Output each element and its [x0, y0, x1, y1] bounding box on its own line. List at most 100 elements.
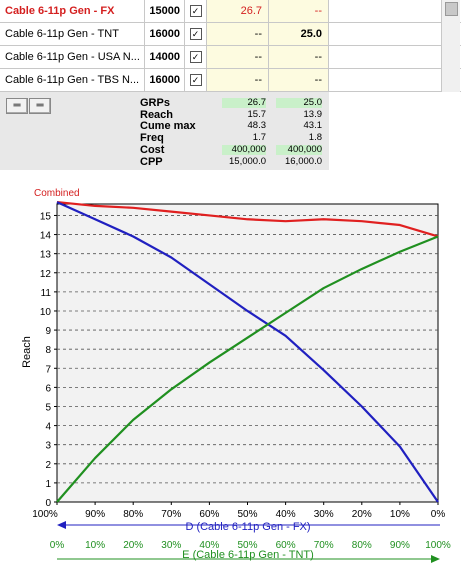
x-bottom-tick-label: 80% [352, 540, 372, 551]
stat-cost-d: 400,000 [222, 145, 266, 155]
grp-d-value[interactable]: -- [207, 23, 269, 45]
x-top-tick-label: 50% [237, 509, 257, 520]
x-top-tick-label: 20% [352, 509, 372, 520]
summary-blank-area [329, 92, 461, 170]
x-bottom-tick-label: 30% [161, 540, 181, 551]
x-bottom-tick-label: 10% [85, 540, 105, 551]
stat-label-grps: GRPs [140, 97, 170, 109]
plot-area [56, 203, 439, 503]
stat-label-cost: Cost [140, 144, 165, 156]
x-top-tick-label: 90% [85, 509, 105, 520]
y-tick-label: 5 [45, 402, 51, 413]
table-row[interactable]: Cable 6-11p Gen - FX 15000 ✓ 26.7 -- [0, 0, 461, 23]
x-top-tick-label: 80% [123, 509, 143, 520]
x-bottom-tick-label: 50% [237, 540, 257, 551]
grp-e-value[interactable]: 25.0 [269, 23, 329, 45]
budget-value[interactable]: 15000 [145, 0, 185, 22]
grp-e-value[interactable]: -- [269, 69, 329, 91]
scrollbar-thumb[interactable] [445, 2, 458, 16]
y-tick-label: 15 [40, 211, 52, 222]
stat-label-cpp: CPP [140, 156, 163, 168]
x-bottom-tick-label: 60% [276, 540, 296, 551]
layout-button-2[interactable]: ═ [29, 98, 51, 114]
network-name[interactable]: Cable 6-11p Gen - TBS N... [0, 69, 145, 91]
include-checkbox[interactable]: ✓ [189, 5, 202, 18]
include-checkbox-cell[interactable]: ✓ [185, 69, 207, 91]
stat-grps-e: 25.0 [276, 98, 322, 108]
combined-line [56, 200, 439, 238]
budget-value[interactable]: 16000 [145, 69, 185, 91]
x-axis-top-ticks: 100% 90% 80% 70% 60% 50% 40% 30% 20% 10% 0% [32, 502, 445, 520]
include-checkbox-cell[interactable]: ✓ [185, 23, 207, 45]
y-tick-label: 6 [45, 383, 51, 394]
table-row[interactable]: Cable 6-11p Gen - TNT 16000 ✓ -- 25.0 [0, 23, 461, 46]
table-row[interactable]: Cable 6-11p Gen - TBS N... 16000 ✓ -- -- [0, 69, 461, 92]
empty-cell [329, 46, 461, 68]
stat-cost-e: 400,000 [276, 145, 322, 155]
grp-d-value[interactable]: -- [207, 46, 269, 68]
x-top-tick-label: 30% [314, 509, 334, 520]
stat-grps-d: 26.7 [222, 98, 266, 108]
stat-label-freq: Freq [140, 132, 164, 144]
grp-e-value[interactable]: -- [269, 46, 329, 68]
d-axis-label: D (Cable 6-11p Gen - FX) [185, 521, 310, 533]
include-checkbox[interactable]: ✓ [189, 51, 202, 64]
series-lines [56, 200, 439, 503]
y-tick-label: 14 [40, 231, 52, 242]
stat-freq-d: 1.7 [252, 132, 266, 143]
table-scrollbar[interactable] [441, 0, 460, 92]
budget-value[interactable]: 14000 [145, 46, 185, 68]
x-top-tick-label: 40% [276, 509, 296, 520]
x-bottom-tick-label: 40% [199, 540, 219, 551]
budget-value[interactable]: 16000 [145, 23, 185, 45]
stat-cpp-e: 16,000.0 [285, 156, 322, 167]
empty-cell [329, 23, 461, 45]
include-checkbox-cell[interactable]: ✓ [185, 46, 207, 68]
x-top-tick-label: 10% [390, 509, 410, 520]
x-axis-bottom-ticks: 0% 10% 20% 30% 40% 50% 60% 70% 80% 90% 100% [50, 540, 451, 551]
stat-cume-e: 43.1 [303, 120, 323, 131]
table-row[interactable]: Cable 6-11p Gen - USA N... 14000 ✓ -- -- [0, 46, 461, 69]
e-series-line [56, 235, 439, 503]
y-tick-label: 13 [40, 250, 52, 261]
include-checkbox[interactable]: ✓ [189, 74, 202, 87]
grp-d-value[interactable]: -- [207, 69, 269, 91]
network-name[interactable]: Cable 6-11p Gen - FX [0, 0, 145, 22]
summary-panel: ═ ═ GRPs 26.7 25.0 Reach 15.7 13.9 Cume … [0, 92, 461, 170]
reach-chart: Combined 0 1 2 3 4 5 6 7 8 9 10 11 12 13 14 15 Reach 10… [0, 180, 461, 566]
stat-reach-e: 13.9 [303, 109, 323, 120]
stat-label-cume-max: Cume max [140, 120, 196, 132]
include-checkbox[interactable]: ✓ [189, 28, 202, 41]
y-tick-label: 4 [45, 422, 51, 433]
e-axis-label: E (Cable 6-11p Gen - TNT) [182, 549, 314, 561]
layout-button-1[interactable]: ═ [6, 98, 28, 114]
d-series-line [56, 201, 439, 503]
y-tick-label: 7 [45, 364, 51, 375]
network-name[interactable]: Cable 6-11p Gen - USA N... [0, 46, 145, 68]
y-tick-label: 10 [40, 307, 52, 318]
d-axis-arrow-icon [57, 521, 66, 529]
y-tick-label: 9 [45, 326, 51, 337]
x-top-tick-label: 0% [431, 509, 446, 520]
grp-e-value[interactable]: -- [269, 0, 329, 22]
network-name[interactable]: Cable 6-11p Gen - TNT [0, 23, 145, 45]
stat-freq-e: 1.8 [308, 132, 322, 143]
y-tick-label: 3 [45, 441, 51, 452]
stat-label-reach: Reach [140, 109, 174, 121]
y-tick-label: 0 [45, 498, 51, 509]
y-axis-label: Reach [21, 336, 33, 368]
grp-d-value[interactable]: 26.7 [207, 0, 269, 22]
network-table: Cable 6-11p Gen - FX 15000 ✓ 26.7 -- Cab… [0, 0, 461, 92]
empty-cell [329, 69, 461, 91]
stat-cume-d: 48.3 [247, 120, 267, 131]
include-checkbox-cell[interactable]: ✓ [185, 0, 207, 22]
stat-cpp-d: 15,000.0 [229, 156, 266, 167]
y-tick-label: 12 [40, 269, 52, 280]
y-tick-label: 1 [45, 479, 51, 490]
chart-title: Combined [34, 188, 80, 199]
x-bottom-tick-label: 100% [425, 540, 451, 551]
y-tick-label: 2 [45, 460, 51, 471]
x-bottom-tick-label: 0% [50, 540, 65, 551]
